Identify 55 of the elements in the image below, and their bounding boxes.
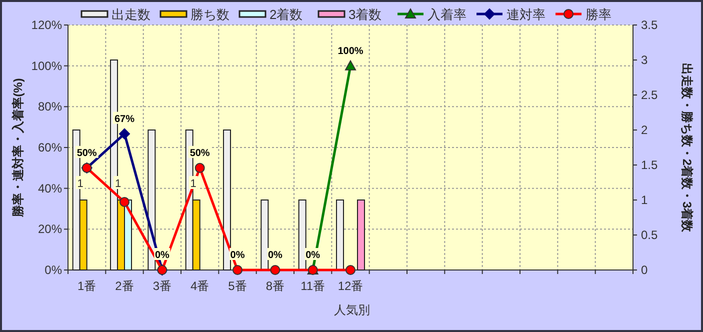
legend-label: 3着数 [348, 7, 382, 22]
y2-tick-label: 0.5 [641, 228, 658, 242]
x-tick-label: 1番 [77, 279, 96, 293]
x-tick-label: 5番 [228, 279, 247, 293]
bar [336, 200, 344, 270]
y-tick-label: 0% [44, 263, 62, 277]
bar [298, 200, 306, 270]
point [120, 197, 130, 208]
y-tick-label: 40% [38, 181, 62, 196]
data-label: 0% [306, 250, 320, 261]
x-tick-label: 8番 [266, 279, 285, 293]
point [346, 265, 356, 275]
y-tick-label: 60% [38, 140, 62, 154]
y2-tick-label: 0 [641, 263, 648, 277]
y-tick-label: 100% [31, 58, 62, 73]
legend-label: 勝率 [586, 7, 612, 22]
data-label: 50% [76, 148, 97, 159]
y-tick-label: 120% [31, 18, 62, 32]
y2-tick-label: 3.5 [641, 18, 658, 32]
legend-label: 2着数 [270, 7, 303, 22]
y2-tick-label: 3 [641, 53, 648, 67]
legend-label: 連対率 [506, 7, 546, 22]
y-tick-label: 80% [38, 100, 62, 114]
point [270, 265, 280, 275]
x-tick-label: 12番 [338, 279, 364, 293]
y2-tick-label: 2.5 [641, 88, 658, 102]
x-axis-title: 人気別 [334, 303, 370, 317]
data-label: 0% [268, 250, 282, 261]
y2-tick-label: 1 [641, 193, 648, 207]
point [232, 265, 242, 275]
legend-label: 入着率 [428, 7, 466, 22]
y2-axis-title: 出走数・勝ち数・2着数・3着数 [680, 62, 694, 234]
bar [223, 130, 231, 270]
data-label: 1 [114, 178, 122, 190]
data-label: 1 [190, 178, 196, 190]
point [194, 162, 205, 173]
data-label: 0% [230, 250, 245, 261]
data-label: 100% [338, 46, 364, 57]
x-tick-label: 11番 [300, 279, 326, 293]
bar [357, 200, 365, 270]
x-tick-label: 2番 [115, 279, 134, 293]
legend-label: 勝ち数 [190, 7, 230, 22]
point [119, 128, 130, 140]
legend-label: 出走数 [112, 7, 150, 22]
x-tick-label: 3番 [152, 279, 172, 293]
bar [260, 200, 269, 270]
y-tick-label: 20% [38, 222, 62, 236]
x-tick-label: 4番 [190, 279, 210, 293]
y2-tick-label: 1.5 [641, 158, 658, 172]
y2-tick-label: 2 [641, 123, 648, 137]
data-label: 0% [154, 250, 170, 261]
y-axis-title: 勝率・連対率・入着率(%) [11, 78, 25, 218]
data-label: 1 [77, 178, 84, 190]
data-label: 50% [190, 148, 210, 159]
data-label: 67% [114, 114, 135, 125]
